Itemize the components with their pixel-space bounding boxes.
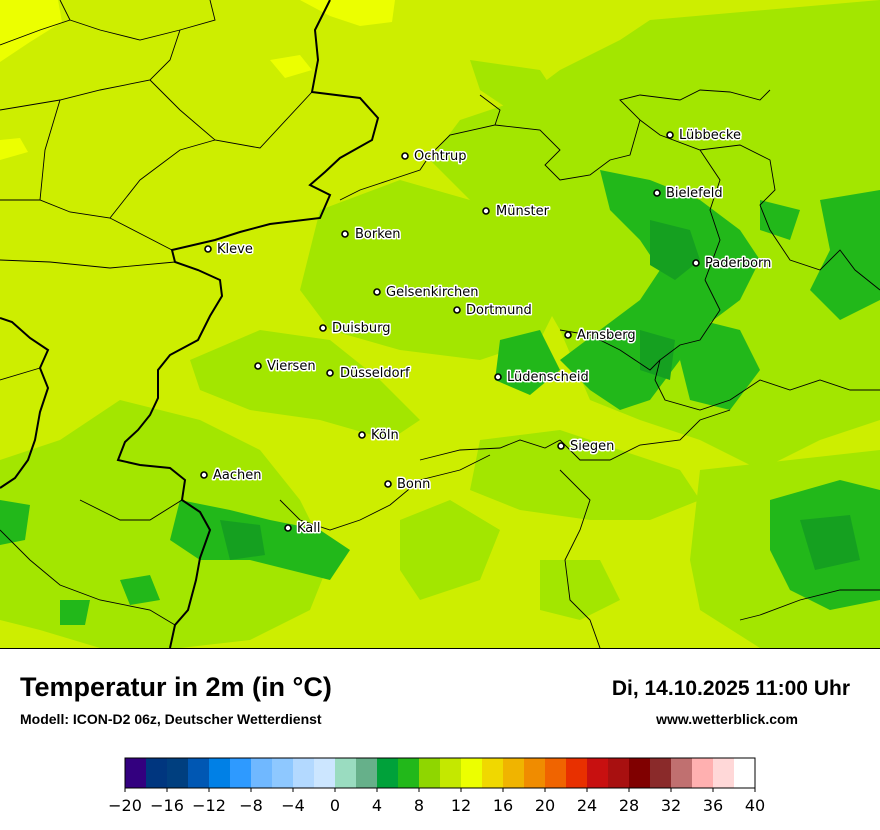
svg-text:Dortmund: Dortmund	[466, 303, 532, 318]
city-arnsberg: Arnsberg	[564, 327, 637, 345]
city-viersen: Viersen	[254, 358, 317, 376]
forecast-datetime: Di, 14.10.2025 11:00 Uhr	[611, 677, 850, 700]
legend-swatch	[692, 758, 713, 788]
legend-tick-label: 36	[703, 796, 723, 815]
svg-text:Kall: Kall	[297, 521, 321, 536]
svg-text:Viersen: Viersen	[267, 359, 316, 374]
svg-text:Aachen: Aachen	[213, 468, 261, 483]
legend-swatch	[314, 758, 335, 788]
legend-tick-label: 16	[493, 796, 513, 815]
legend-swatch	[167, 758, 188, 788]
city-duesseldorf: Düsseldorf	[326, 365, 411, 383]
legend-swatch	[125, 758, 146, 788]
legend-colorbar: −20 −16 −12 −8 −4 0 4 8 12 16 20 24 28 32 36 40	[108, 757, 765, 815]
legend-swatch	[251, 758, 272, 788]
website-link[interactable]: www.wetterblick.com	[656, 711, 798, 727]
legend-tick-label: −4	[281, 796, 305, 815]
city-siegen: Siegen	[557, 438, 616, 456]
legend-tick-label: −20	[108, 796, 142, 815]
svg-text:Borken: Borken	[355, 227, 401, 242]
legend-tick-label: 24	[577, 796, 597, 815]
legend-swatch	[608, 758, 629, 788]
legend-swatch	[209, 758, 230, 788]
cool-cores	[220, 220, 860, 570]
legend-swatch	[398, 758, 419, 788]
svg-text:Arnsberg: Arnsberg	[577, 328, 636, 343]
city-koeln: Köln	[358, 427, 400, 445]
legend-swatch	[503, 758, 524, 788]
legend-swatch	[482, 758, 503, 788]
svg-text:Bielefeld: Bielefeld	[666, 186, 723, 201]
legend-swatch	[713, 758, 734, 788]
legend-swatch	[587, 758, 608, 788]
legend-tick-label: −12	[192, 796, 226, 815]
svg-text:Lüdenscheid: Lüdenscheid	[507, 370, 589, 385]
city-bielefeld: Bielefeld	[653, 185, 724, 203]
country-borders	[0, 0, 380, 648]
legend-swatch	[671, 758, 692, 788]
svg-text:Düsseldorf: Düsseldorf	[340, 366, 410, 381]
legend-swatch	[419, 758, 440, 788]
svg-text:Ochtrup: Ochtrup	[414, 149, 467, 164]
legend-swatch	[356, 758, 377, 788]
city-markers: Lübbecke Ochtrup Bielefeld Münster Borke…	[200, 127, 773, 538]
color-legend: −20 −16 −12 −8 −4 0 4 8 12 16 20 24 28 32 36 40	[100, 755, 780, 825]
city-kleve: Kleve	[204, 241, 254, 259]
svg-text:Bonn: Bonn	[397, 477, 430, 492]
warm-areas	[0, 0, 395, 160]
legend-tick-label: 4	[372, 796, 382, 815]
city-dortmund: Dortmund	[453, 302, 533, 320]
city-luebbecke: Lübbecke	[666, 127, 742, 145]
city-paderborn: Paderborn	[692, 255, 773, 273]
legend-frame	[124, 757, 756, 789]
city-muenster: Münster	[482, 203, 551, 221]
city-aachen: Aachen	[200, 467, 263, 485]
svg-text:Duisburg: Duisburg	[332, 321, 391, 336]
legend-swatch	[293, 758, 314, 788]
legend-tick-label: 28	[619, 796, 639, 815]
legend-tick-label: 40	[745, 796, 765, 815]
city-luedenscheid: Lüdenscheid	[494, 369, 590, 387]
legend-tick-label: 32	[661, 796, 681, 815]
svg-text:Lübbecke: Lübbecke	[679, 128, 741, 143]
district-borders	[0, 0, 880, 648]
legend-swatch	[461, 758, 482, 788]
legend-swatch	[650, 758, 671, 788]
city-borken: Borken	[341, 226, 402, 244]
city-duisburg: Duisburg	[319, 320, 392, 338]
legend-tick-label: −8	[239, 796, 263, 815]
legend-tick-label: 12	[451, 796, 471, 815]
legend-swatch	[566, 758, 587, 788]
legend-tick-label: 0	[330, 796, 340, 815]
legend-swatch	[440, 758, 461, 788]
legend-tick-label: 8	[414, 796, 424, 815]
city-kall: Kall	[284, 520, 322, 538]
svg-text:Kleve: Kleve	[217, 242, 253, 257]
legend-swatch	[230, 758, 251, 788]
model-subtitle: Modell: ICON-D2 06z, Deutscher Wetterdie…	[20, 711, 322, 727]
map-canvas: Lübbecke Ochtrup Bielefeld Münster Borke…	[0, 0, 880, 648]
svg-text:Köln: Köln	[371, 428, 399, 443]
city-bonn: Bonn	[384, 476, 432, 494]
legend-swatch	[524, 758, 545, 788]
map-title: Temperatur in 2m (in °C)	[20, 672, 332, 702]
city-ochtrup: Ochtrup	[401, 148, 468, 166]
city-gelsenkirchen: Gelsenkirchen	[373, 284, 480, 302]
svg-text:Gelsenkirchen: Gelsenkirchen	[386, 285, 479, 300]
legend-swatch	[629, 758, 650, 788]
legend-tick-label: 20	[535, 796, 555, 815]
legend-tick-label: −16	[150, 796, 184, 815]
legend-swatch	[272, 758, 293, 788]
legend-swatch	[545, 758, 566, 788]
svg-text:Siegen: Siegen	[570, 439, 614, 454]
legend-swatch	[146, 758, 167, 788]
svg-text:Münster: Münster	[496, 204, 550, 219]
legend-swatch	[335, 758, 356, 788]
legend-swatch	[188, 758, 209, 788]
svg-text:Paderborn: Paderborn	[705, 256, 771, 271]
temperature-map: Lübbecke Ochtrup Bielefeld Münster Borke…	[0, 0, 880, 649]
legend-swatch	[377, 758, 398, 788]
